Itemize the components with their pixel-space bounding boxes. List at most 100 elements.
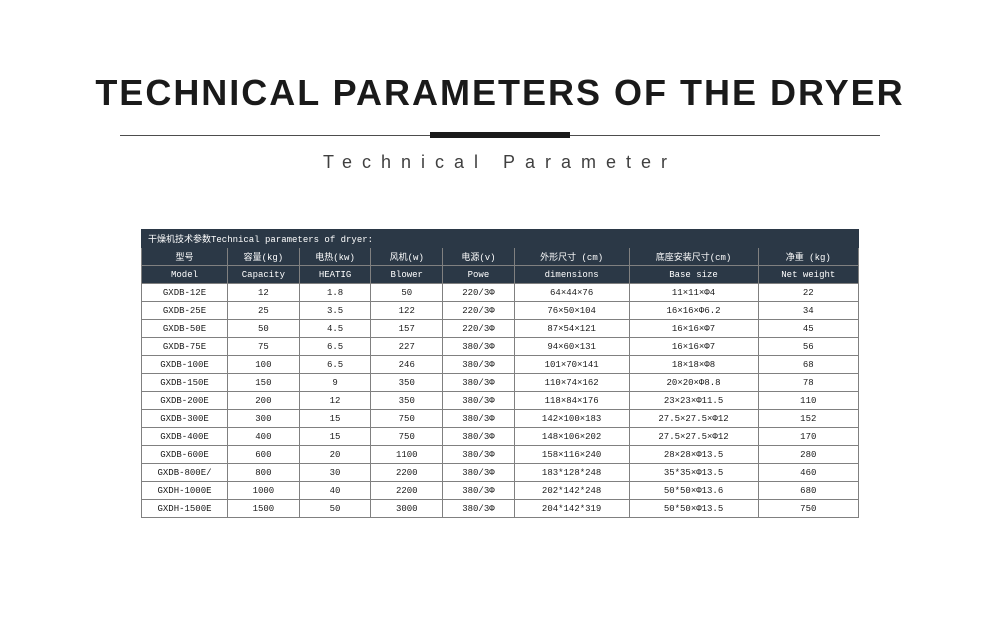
table-cell: 350: [371, 374, 443, 392]
table-row: GXDB-200E20012350380/3Φ118×84×17623×23×Φ…: [142, 392, 859, 410]
table-cell: GXDH-1000E: [142, 482, 228, 500]
col-header-cn: 电热(kw): [299, 248, 371, 266]
table-cell: 280: [758, 446, 858, 464]
table-cell: 16×16×Φ7: [629, 338, 758, 356]
table-cell: 183*128*248: [514, 464, 629, 482]
table-row: GXDB-100E1006.5246380/3Φ101×70×14118×18×…: [142, 356, 859, 374]
table-cell: 16×16×Φ6.2: [629, 302, 758, 320]
table-cell: GXDB-75E: [142, 338, 228, 356]
table-cell: 380/3Φ: [443, 338, 515, 356]
table-cell: 170: [758, 428, 858, 446]
table-cell: 27.5×27.5×Φ12: [629, 410, 758, 428]
table-cell: 300: [228, 410, 300, 428]
table-cell: 220/3Φ: [443, 284, 515, 302]
table-cell: 110×74×162: [514, 374, 629, 392]
table-cell: GXDB-25E: [142, 302, 228, 320]
col-header-cn: 电源(v): [443, 248, 515, 266]
page-title: TECHNICAL PARAMETERS OF THE DRYER: [0, 72, 1000, 114]
table-cell: 750: [371, 410, 443, 428]
table-cell: 78: [758, 374, 858, 392]
table-cell: 3.5: [299, 302, 371, 320]
table-cell: 23×23×Φ11.5: [629, 392, 758, 410]
table-cell: 380/3Φ: [443, 410, 515, 428]
table-cell: 1000: [228, 482, 300, 500]
table-row: GXDB-300E30015750380/3Φ142×100×18327.5×2…: [142, 410, 859, 428]
table-cell: 246: [371, 356, 443, 374]
table-caption: 干燥机技术参数Technical parameters of dryer:: [142, 230, 859, 248]
table-cell: 380/3Φ: [443, 356, 515, 374]
table-cell: GXDB-200E: [142, 392, 228, 410]
table-cell: 122: [371, 302, 443, 320]
col-header-cn: 外形尺寸 (cm): [514, 248, 629, 266]
table-cell: 34: [758, 302, 858, 320]
table-cell: 150: [228, 374, 300, 392]
col-header-cn: 风机(w): [371, 248, 443, 266]
table-cell: 40: [299, 482, 371, 500]
table-cell: 1100: [371, 446, 443, 464]
table-cell: 800: [228, 464, 300, 482]
table-cell: 50: [299, 500, 371, 518]
table-cell: 27.5×27.5×Φ12: [629, 428, 758, 446]
table-cell: GXDH-1500E: [142, 500, 228, 518]
col-header-cn: 型号: [142, 248, 228, 266]
table-cell: 101×70×141: [514, 356, 629, 374]
table-cell: 68: [758, 356, 858, 374]
table-cell: 35*35×Φ13.5: [629, 464, 758, 482]
table-cell: 50*50×Φ13.6: [629, 482, 758, 500]
table-cell: GXDB-300E: [142, 410, 228, 428]
col-header-en: Blower: [371, 266, 443, 284]
parameters-table: 干燥机技术参数Technical parameters of dryer: 型号…: [141, 229, 859, 518]
table-cell: 75: [228, 338, 300, 356]
table-cell: 350: [371, 392, 443, 410]
table-cell: 380/3Φ: [443, 482, 515, 500]
table-cell: 460: [758, 464, 858, 482]
table-cell: 220/3Φ: [443, 302, 515, 320]
table-cell: GXDB-12E: [142, 284, 228, 302]
table-cell: 16×16×Φ7: [629, 320, 758, 338]
table-cell: 9: [299, 374, 371, 392]
col-header-en: Capacity: [228, 266, 300, 284]
table-cell: 2200: [371, 464, 443, 482]
title-block: TECHNICAL PARAMETERS OF THE DRYER Techni…: [0, 72, 1000, 173]
table-row: GXDB-600E600201100380/3Φ158×116×24028×28…: [142, 446, 859, 464]
col-header-cn: 底座安装尺寸(cm): [629, 248, 758, 266]
page-subtitle: Technical Parameter: [0, 152, 1000, 173]
table-cell: 100: [228, 356, 300, 374]
table-cell: 152: [758, 410, 858, 428]
table-row: GXDB-25E253.5122220/3Φ76×50×10416×16×Φ6.…: [142, 302, 859, 320]
table-cell: 6.5: [299, 356, 371, 374]
table-cell: 25: [228, 302, 300, 320]
table-cell: 380/3Φ: [443, 500, 515, 518]
table-cell: 142×100×183: [514, 410, 629, 428]
col-header-cn: 容量(kg): [228, 248, 300, 266]
table-cell: 380/3Φ: [443, 428, 515, 446]
table-cell: 380/3Φ: [443, 446, 515, 464]
table-cell: 227: [371, 338, 443, 356]
table-cell: 11×11×Φ4: [629, 284, 758, 302]
table-cell: 202*142*248: [514, 482, 629, 500]
table-cell: 50: [371, 284, 443, 302]
table-cell: 15: [299, 428, 371, 446]
table-cell: 600: [228, 446, 300, 464]
title-divider: [120, 132, 880, 138]
table-cell: 50*50×Φ13.5: [629, 500, 758, 518]
table-cell: GXDB-800E/: [142, 464, 228, 482]
col-header-en: Net weight: [758, 266, 858, 284]
col-header-en: HEATIG: [299, 266, 371, 284]
table-cell: 64×44×76: [514, 284, 629, 302]
page: TECHNICAL PARAMETERS OF THE DRYER Techni…: [0, 0, 1000, 639]
table-cell: 28×28×Φ13.5: [629, 446, 758, 464]
col-header-en: Base size: [629, 266, 758, 284]
table-cell: 22: [758, 284, 858, 302]
table-row: GXDB-75E756.5227380/3Φ94×60×13116×16×Φ75…: [142, 338, 859, 356]
table-cell: 220/3Φ: [443, 320, 515, 338]
col-header-en: dimensions: [514, 266, 629, 284]
table-cell: 110: [758, 392, 858, 410]
table-cell: 12: [299, 392, 371, 410]
table-body: GXDB-12E121.850220/3Φ64×44×7611×11×Φ422G…: [142, 284, 859, 518]
col-header-en: Powe: [443, 266, 515, 284]
table-cell: 6.5: [299, 338, 371, 356]
table-cell: 20: [299, 446, 371, 464]
table-cell: 158×116×240: [514, 446, 629, 464]
table-cell: 18×18×Φ8: [629, 356, 758, 374]
